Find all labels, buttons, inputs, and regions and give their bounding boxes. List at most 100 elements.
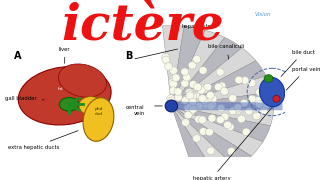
Circle shape [216, 68, 224, 76]
Circle shape [204, 83, 212, 91]
Circle shape [188, 103, 196, 111]
Circle shape [202, 101, 210, 109]
Text: cbd: cbd [94, 112, 102, 116]
Circle shape [193, 135, 201, 142]
Text: B: B [125, 51, 132, 61]
Circle shape [237, 115, 245, 123]
Text: Vision: Vision [254, 12, 271, 17]
Circle shape [162, 56, 170, 64]
Text: portal triad: portal triad [0, 179, 1, 180]
Circle shape [189, 81, 197, 88]
Circle shape [245, 107, 253, 115]
Circle shape [187, 108, 195, 115]
Circle shape [224, 121, 232, 129]
Circle shape [167, 97, 175, 105]
Circle shape [255, 100, 263, 108]
Circle shape [229, 94, 237, 102]
Polygon shape [172, 106, 236, 177]
Circle shape [253, 112, 261, 120]
Circle shape [250, 96, 258, 104]
Ellipse shape [59, 64, 107, 97]
Polygon shape [172, 61, 266, 106]
Circle shape [189, 105, 197, 113]
Circle shape [242, 128, 250, 136]
Polygon shape [163, 26, 184, 106]
Circle shape [216, 116, 224, 124]
Circle shape [189, 98, 197, 106]
Circle shape [186, 91, 194, 98]
Circle shape [187, 103, 195, 110]
Circle shape [220, 88, 228, 96]
Circle shape [189, 91, 197, 99]
Text: hepatic artery: hepatic artery [193, 104, 275, 180]
Circle shape [195, 102, 203, 110]
Circle shape [204, 94, 212, 102]
Circle shape [229, 107, 237, 115]
Circle shape [214, 83, 222, 91]
Circle shape [172, 74, 180, 82]
Circle shape [169, 87, 177, 94]
Circle shape [220, 87, 228, 95]
Circle shape [241, 76, 249, 84]
Ellipse shape [165, 100, 178, 112]
Circle shape [183, 73, 191, 81]
Circle shape [181, 119, 189, 126]
Text: bile duct: bile duct [281, 50, 315, 76]
Polygon shape [172, 26, 205, 106]
Circle shape [162, 53, 170, 61]
Circle shape [234, 104, 242, 111]
Circle shape [170, 67, 178, 74]
Circle shape [206, 99, 214, 107]
Polygon shape [172, 37, 242, 106]
Circle shape [189, 92, 197, 100]
Circle shape [235, 76, 243, 84]
Circle shape [174, 93, 182, 101]
Circle shape [233, 107, 241, 115]
Circle shape [248, 95, 256, 103]
Circle shape [207, 103, 215, 110]
Text: hepatocytes: hepatocytes [182, 24, 214, 37]
Circle shape [218, 82, 226, 90]
Circle shape [273, 95, 280, 102]
Circle shape [199, 128, 207, 135]
Circle shape [256, 88, 264, 96]
Ellipse shape [79, 97, 104, 115]
Circle shape [260, 107, 268, 114]
Text: A: A [14, 51, 21, 61]
Circle shape [227, 147, 235, 155]
Polygon shape [172, 92, 274, 109]
Circle shape [198, 95, 206, 102]
Circle shape [262, 101, 270, 109]
Circle shape [174, 88, 182, 95]
Ellipse shape [60, 98, 79, 111]
Circle shape [205, 128, 213, 136]
Polygon shape [172, 106, 274, 126]
Ellipse shape [260, 77, 284, 107]
Circle shape [209, 95, 217, 103]
Circle shape [193, 55, 201, 63]
Polygon shape [167, 102, 283, 110]
Polygon shape [172, 76, 272, 106]
Circle shape [194, 83, 202, 91]
Circle shape [181, 68, 189, 76]
Circle shape [186, 92, 194, 100]
Text: central
vein: central vein [126, 105, 145, 116]
Polygon shape [172, 106, 270, 142]
Circle shape [199, 85, 207, 92]
Ellipse shape [83, 98, 114, 141]
Circle shape [208, 114, 216, 122]
Circle shape [195, 116, 203, 123]
Polygon shape [172, 30, 225, 106]
Ellipse shape [18, 67, 111, 125]
Circle shape [207, 147, 215, 155]
Circle shape [188, 95, 196, 102]
Circle shape [248, 79, 256, 87]
Circle shape [240, 99, 248, 107]
Circle shape [232, 106, 240, 113]
Circle shape [226, 123, 234, 131]
Text: gall bladder: gall bladder [5, 96, 44, 101]
Circle shape [200, 86, 208, 93]
Circle shape [197, 86, 205, 94]
Text: bile canaliculi: bile canaliculi [208, 44, 244, 59]
Circle shape [198, 116, 206, 124]
